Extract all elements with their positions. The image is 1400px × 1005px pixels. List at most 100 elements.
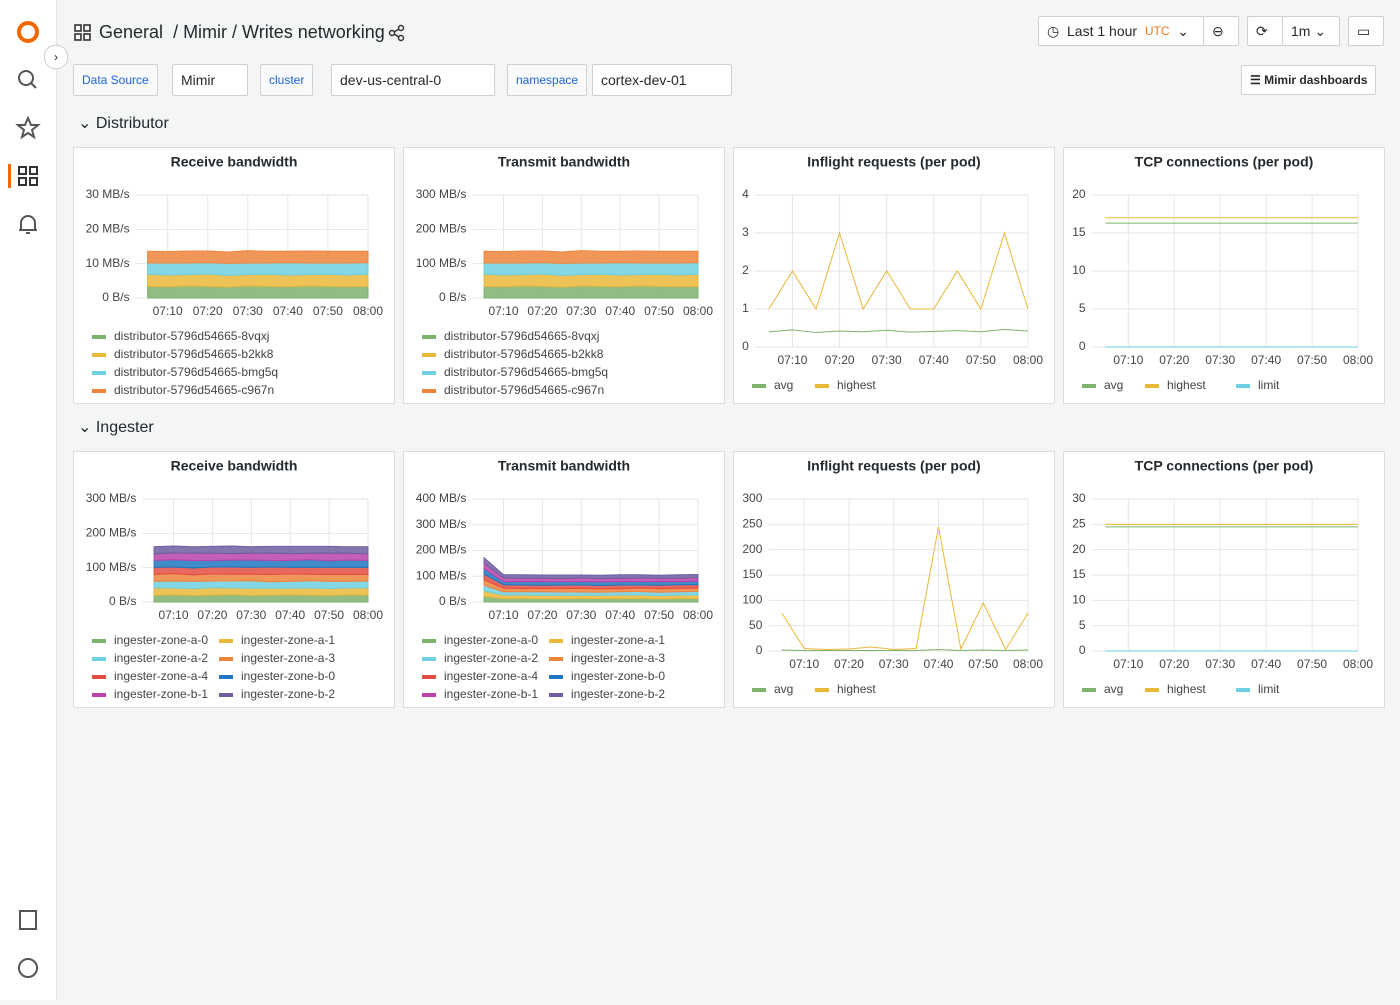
variable-select[interactable]: dev-us-central-0 bbox=[331, 64, 495, 96]
refresh[interactable]: ⟳ bbox=[1247, 16, 1283, 46]
area bbox=[147, 262, 369, 276]
links-button[interactable]: ☰ Mimir dashboards bbox=[1241, 65, 1377, 95]
legend-swatch bbox=[422, 353, 436, 357]
legend-swatch bbox=[549, 693, 563, 697]
legend-label: limit bbox=[1258, 682, 1280, 696]
expand-button[interactable]: › bbox=[44, 45, 68, 69]
x-tick-label: 07:40 bbox=[275, 608, 305, 622]
x-tick-label: 07:10 bbox=[1113, 657, 1143, 671]
legend-swatch bbox=[422, 657, 436, 661]
x-tick-label: 07:30 bbox=[1205, 353, 1235, 367]
breadcrumb-title[interactable]: / Mimir / Writes networking bbox=[173, 22, 385, 42]
y-tick-label: 4 bbox=[742, 187, 749, 201]
line bbox=[781, 648, 1029, 651]
variable-select[interactable]: cortex-dev-01 bbox=[592, 64, 732, 96]
row-title[interactable]: ⌄ Distributor bbox=[78, 115, 169, 132]
legend-label: ingester-zone-a-1 bbox=[241, 633, 335, 647]
search-icon[interactable] bbox=[18, 70, 34, 86]
legend-swatch bbox=[549, 657, 563, 661]
panel: TCP connections (per pod) 0 5 10 15 20 07:10 07… bbox=[1063, 147, 1385, 404]
x-tick-label: 07:10 bbox=[153, 304, 183, 318]
legend-label: highest bbox=[837, 682, 876, 696]
chart: TCP connections (per pod) 0 5 10 15 20 07:10 07… bbox=[1072, 154, 1373, 392]
area bbox=[147, 273, 369, 288]
x-tick-label: 07:30 bbox=[236, 608, 266, 622]
x-tick-label: 08:00 bbox=[353, 304, 383, 318]
x-tick-label: 07:10 bbox=[489, 608, 519, 622]
x-tick-label: 07:30 bbox=[879, 657, 909, 671]
legend-swatch bbox=[92, 371, 106, 375]
legend-label: limit bbox=[1258, 378, 1280, 392]
logo[interactable] bbox=[17, 21, 39, 43]
signout-icon[interactable] bbox=[19, 910, 37, 930]
x-tick-label: 07:20 bbox=[197, 608, 227, 622]
sidebar bbox=[0, 0, 57, 1000]
refresh-interval[interactable]: 1m ⌄ bbox=[1282, 16, 1340, 46]
legend-swatch bbox=[92, 335, 106, 339]
help-icon[interactable] bbox=[18, 958, 38, 978]
area bbox=[153, 552, 369, 562]
legend-swatch bbox=[1145, 384, 1159, 388]
legend-swatch bbox=[549, 639, 563, 643]
time-range: Last 1 hour bbox=[1067, 23, 1138, 39]
share-icon[interactable] bbox=[388, 24, 406, 42]
y-tick-label: 300 MB/s bbox=[86, 491, 137, 505]
panel-title: TCP connections (per pod) bbox=[1135, 458, 1314, 474]
x-tick-label: 07:50 bbox=[1297, 657, 1327, 671]
y-tick-label: 0 bbox=[756, 643, 763, 657]
legend-swatch bbox=[422, 389, 436, 393]
legend-swatch bbox=[422, 693, 436, 697]
panel: Receive bandwidth 0 B/s 10 MB/s 20 MB/s 30 M… bbox=[73, 147, 395, 404]
breadcrumb-folder[interactable]: General bbox=[99, 22, 164, 42]
legend-label: distributor-5796d54665-8vqxj bbox=[114, 329, 269, 343]
panel: Inflight requests (per pod) 0 1 2 3 4 07:10 07:… bbox=[733, 147, 1055, 404]
area bbox=[483, 285, 699, 299]
y-tick-label: 100 MB/s bbox=[86, 560, 137, 574]
variable-select[interactable]: Mimir bbox=[172, 64, 248, 96]
y-tick-label: 0 B/s bbox=[439, 594, 466, 608]
area bbox=[483, 250, 699, 264]
x-tick-label: 07:30 bbox=[233, 304, 263, 318]
x-tick-label: 07:50 bbox=[966, 353, 996, 367]
x-tick-label: 07:30 bbox=[566, 304, 596, 318]
legend-label: distributor-5796d54665-b2kk8 bbox=[114, 347, 274, 361]
grid-icon bbox=[74, 24, 91, 41]
legend-swatch bbox=[219, 639, 233, 643]
legend-label: ingester-zone-a-2 bbox=[444, 651, 538, 665]
dashboards-icon[interactable] bbox=[18, 166, 38, 186]
starred-icon[interactable] bbox=[15, 115, 41, 140]
y-tick-label: 50 bbox=[749, 618, 763, 632]
y-tick-label: 150 bbox=[742, 567, 762, 581]
kiosk[interactable]: ▭ bbox=[1348, 16, 1384, 46]
y-tick-label: 0 B/s bbox=[102, 290, 129, 304]
time-picker[interactable]: ◷ Last 1 hour UTC ⌄ bbox=[1038, 16, 1204, 46]
legend-label: avg bbox=[774, 682, 793, 696]
legend-swatch bbox=[92, 675, 106, 679]
chart: Receive bandwidth 0 B/s 10 MB/s 20 MB/s 30 M… bbox=[86, 154, 384, 397]
y-tick-label: 20 bbox=[1072, 187, 1086, 201]
panel-title: Inflight requests (per pod) bbox=[807, 458, 980, 474]
row-title[interactable]: ⌄ Ingester bbox=[78, 419, 154, 436]
area bbox=[147, 250, 369, 264]
legend-swatch bbox=[549, 675, 563, 679]
legend-label: distributor-5796d54665-bmg5q bbox=[444, 365, 608, 379]
legend-label: ingester-zone-a-4 bbox=[114, 669, 208, 683]
area bbox=[483, 562, 699, 583]
zoom-out[interactable]: ⊖ bbox=[1203, 16, 1239, 46]
legend-swatch bbox=[422, 675, 436, 679]
panel: Transmit bandwidth 0 B/s 100 MB/s 200 MB/s 3… bbox=[403, 147, 725, 404]
y-tick-label: 300 MB/s bbox=[416, 517, 467, 531]
legend-label: ingester-zone-a-3 bbox=[241, 651, 335, 665]
x-tick-label: 07:40 bbox=[605, 304, 635, 318]
alerting-icon[interactable] bbox=[19, 215, 37, 234]
y-tick-label: 200 MB/s bbox=[86, 526, 137, 540]
x-tick-label: 07:40 bbox=[923, 657, 953, 671]
x-tick-label: 07:20 bbox=[834, 657, 864, 671]
legend-label: ingester-zone-b-0 bbox=[241, 669, 335, 683]
y-tick-label: 400 MB/s bbox=[416, 491, 467, 505]
refresh-value: 1m bbox=[1291, 23, 1311, 39]
x-tick-label: 07:40 bbox=[1251, 657, 1281, 671]
x-tick-label: 07:10 bbox=[489, 304, 519, 318]
legend-label: avg bbox=[774, 378, 793, 392]
legend-swatch bbox=[92, 353, 106, 357]
